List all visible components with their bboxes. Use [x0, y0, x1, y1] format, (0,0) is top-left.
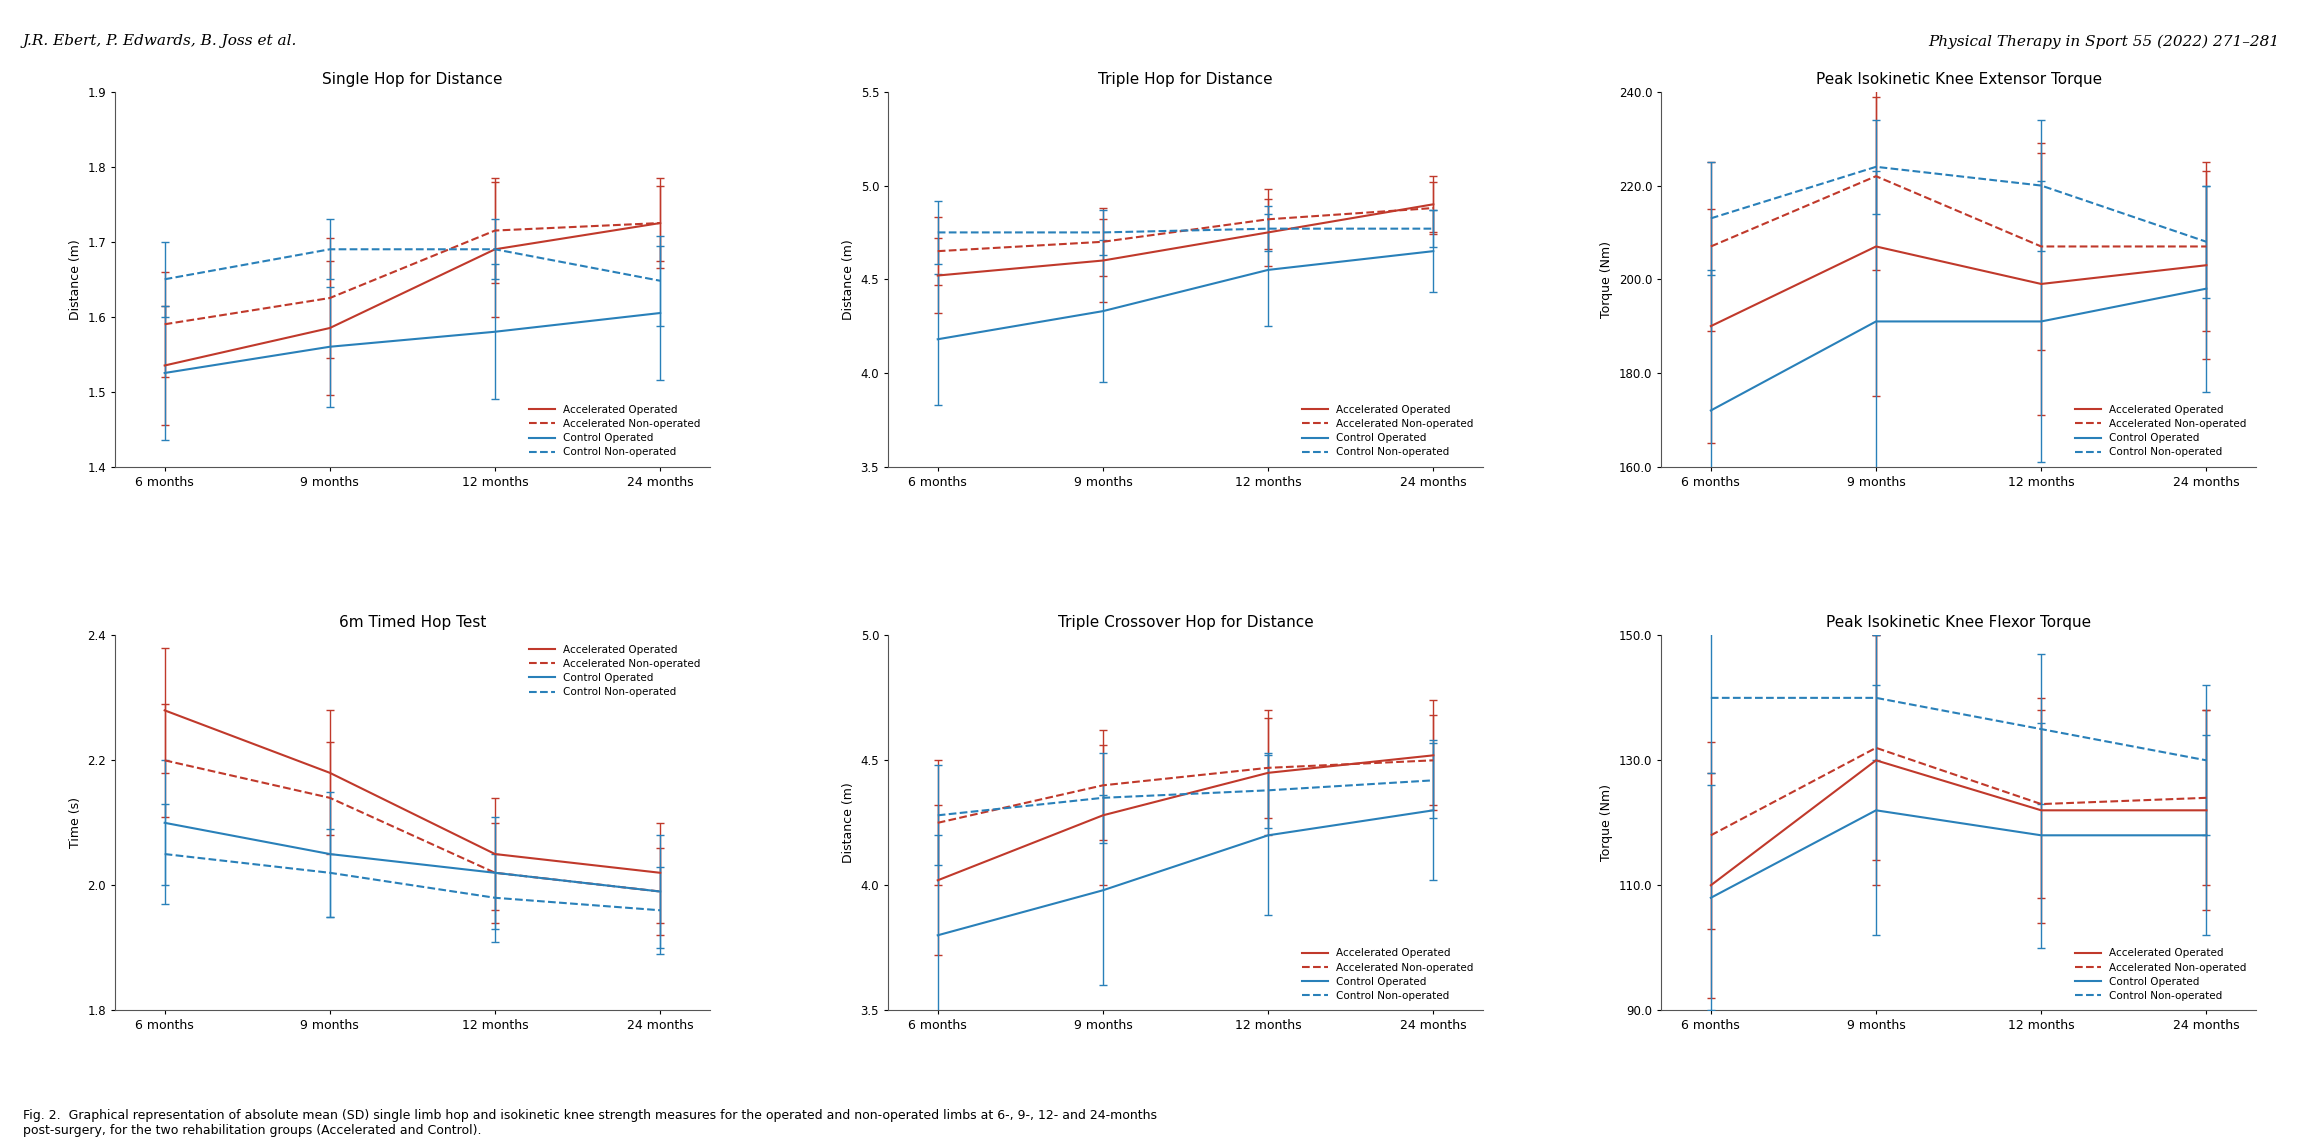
Legend: Accelerated Operated, Accelerated Non-operated, Control Operated, Control Non-op: Accelerated Operated, Accelerated Non-op… — [1298, 944, 1478, 1004]
Y-axis label: Distance (m): Distance (m) — [69, 239, 83, 319]
Y-axis label: Torque (Nm): Torque (Nm) — [1600, 784, 1614, 861]
Y-axis label: Time (s): Time (s) — [69, 798, 83, 848]
Title: Triple Hop for Distance: Triple Hop for Distance — [1098, 71, 1273, 86]
Y-axis label: Distance (m): Distance (m) — [843, 239, 854, 319]
Legend: Accelerated Operated, Accelerated Non-operated, Control Operated, Control Non-op: Accelerated Operated, Accelerated Non-op… — [1298, 401, 1478, 461]
Text: J.R. Ebert, P. Edwards, B. Joss et al.: J.R. Ebert, P. Edwards, B. Joss et al. — [23, 34, 297, 48]
Text: Fig. 2.  Graphical representation of absolute mean (SD) single limb hop and isok: Fig. 2. Graphical representation of abso… — [23, 1109, 1158, 1137]
Title: 6m Timed Hop Test: 6m Timed Hop Test — [338, 615, 486, 630]
Text: Physical Therapy in Sport 55 (2022) 271–281: Physical Therapy in Sport 55 (2022) 271–… — [1927, 34, 2279, 49]
Y-axis label: Distance (m): Distance (m) — [843, 783, 854, 863]
Legend: Accelerated Operated, Accelerated Non-operated, Control Operated, Control Non-op: Accelerated Operated, Accelerated Non-op… — [525, 401, 704, 461]
Title: Triple Crossover Hop for Distance: Triple Crossover Hop for Distance — [1057, 615, 1314, 630]
Legend: Accelerated Operated, Accelerated Non-operated, Control Operated, Control Non-op: Accelerated Operated, Accelerated Non-op… — [2072, 944, 2251, 1004]
Title: Peak Isokinetic Knee Flexor Torque: Peak Isokinetic Knee Flexor Torque — [1825, 615, 2090, 630]
Title: Single Hop for Distance: Single Hop for Distance — [322, 71, 502, 86]
Legend: Accelerated Operated, Accelerated Non-operated, Control Operated, Control Non-op: Accelerated Operated, Accelerated Non-op… — [2072, 401, 2251, 461]
Title: Peak Isokinetic Knee Extensor Torque: Peak Isokinetic Knee Extensor Torque — [1816, 71, 2102, 86]
Y-axis label: Torque (Nm): Torque (Nm) — [1600, 241, 1614, 318]
Legend: Accelerated Operated, Accelerated Non-operated, Control Operated, Control Non-op: Accelerated Operated, Accelerated Non-op… — [525, 641, 704, 701]
